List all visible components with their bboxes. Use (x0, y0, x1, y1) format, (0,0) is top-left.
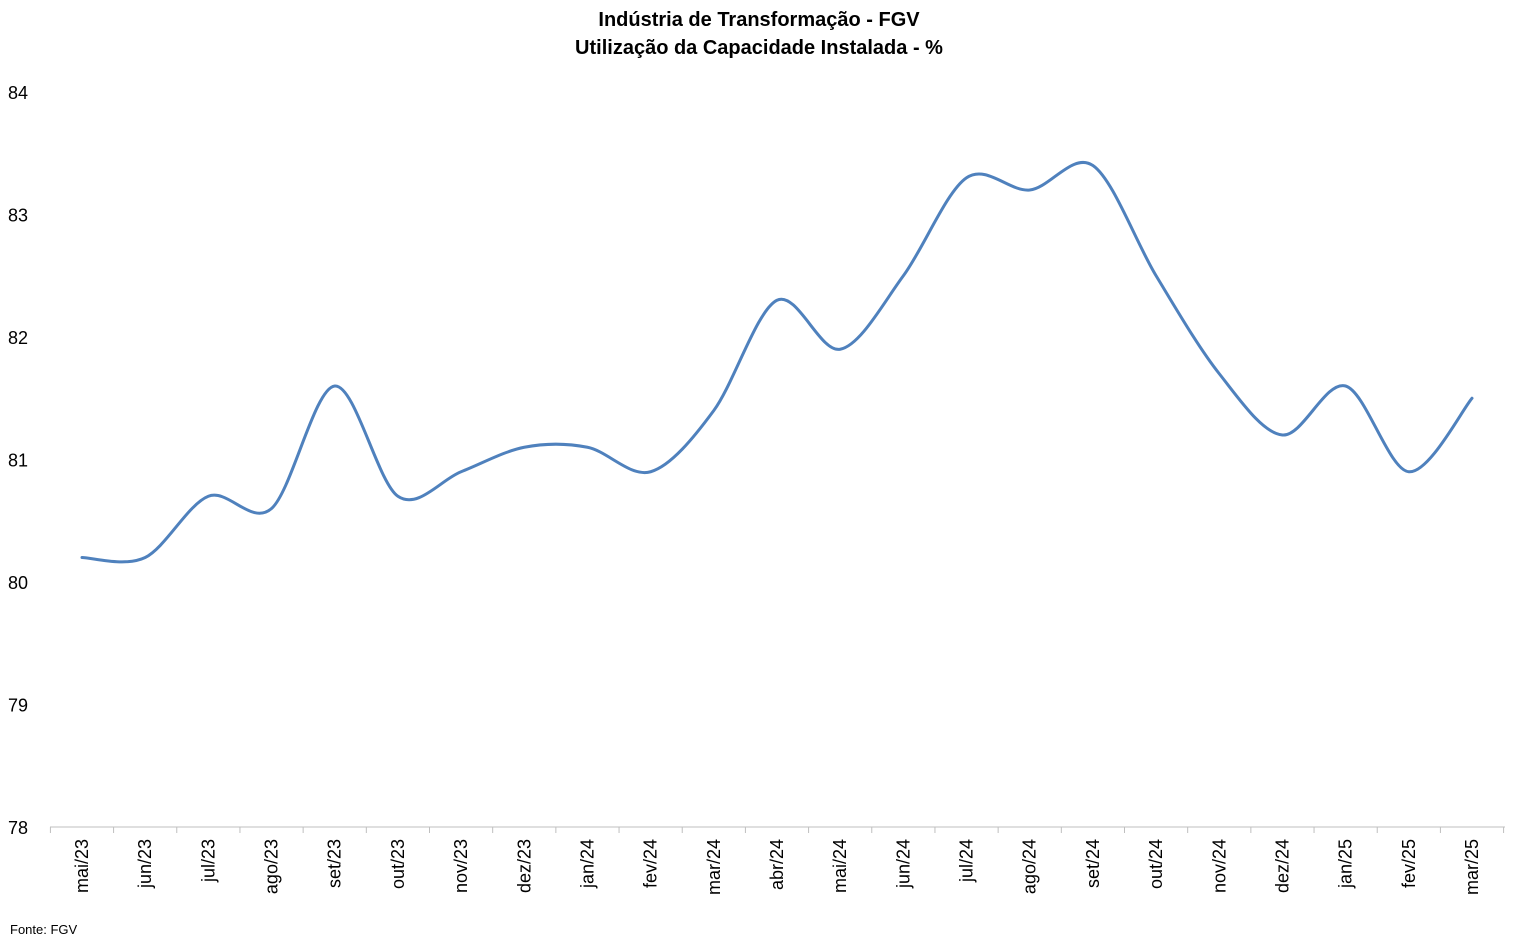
y-tick-label: 79 (8, 696, 28, 716)
x-tick-label: out/24 (1146, 839, 1166, 889)
x-tick-label: set/23 (325, 839, 345, 888)
y-tick-label: 83 (8, 206, 28, 226)
x-tick-label: mar/24 (704, 839, 724, 895)
x-tick-label: jun/23 (135, 839, 155, 889)
y-tick-label: 80 (8, 573, 28, 593)
source-note: Fonte: FGV (10, 922, 78, 937)
x-tick-label: ago/24 (1020, 839, 1040, 894)
x-tick-label: jun/24 (893, 839, 913, 889)
y-tick-label: 81 (8, 451, 28, 471)
x-tick-label: jan/25 (1336, 839, 1356, 889)
chart-subtitle: Utilização da Capacidade Instalada - % (575, 37, 943, 59)
x-axis-labels: mai/23 jun/23 jul/23 ago/23 set/23 out/23 nov/… (72, 839, 1482, 895)
y-axis-ticks: 78 79 80 81 82 83 84 (8, 83, 28, 838)
series-line (80, 161, 1474, 564)
y-tick-label: 82 (8, 328, 28, 348)
x-tick-label: mar/25 (1462, 839, 1482, 895)
x-tick-label: dez/24 (1272, 839, 1292, 893)
x-tick-label: ago/23 (262, 839, 282, 894)
x-tick-label: nov/23 (451, 839, 471, 893)
y-tick-label: 84 (8, 83, 28, 103)
x-tick-label: nov/24 (1209, 839, 1229, 893)
x-tick-label: jul/23 (198, 839, 218, 883)
x-tick-label: mai/23 (72, 839, 92, 893)
chart-title: Indústria de Transformação - FGV (598, 9, 920, 31)
x-tick-label: dez/23 (514, 839, 534, 893)
x-tick-label: set/24 (1083, 839, 1103, 888)
x-tick-label: jul/24 (957, 839, 977, 883)
x-tick-label: jan/24 (577, 839, 597, 889)
x-tick-label: fev/24 (641, 839, 661, 888)
x-tick-label: out/23 (388, 839, 408, 889)
series-group (80, 161, 1474, 564)
x-tick-label: mai/24 (830, 839, 850, 893)
chart-title-block: Indústria de Transformação - FGV Utiliza… (0, 6, 1518, 62)
x-tick-label: abr/24 (767, 839, 787, 890)
x-axis-ticks (49, 827, 1505, 833)
y-tick-label: 78 (8, 818, 28, 838)
x-tick-label: fev/25 (1399, 839, 1419, 888)
